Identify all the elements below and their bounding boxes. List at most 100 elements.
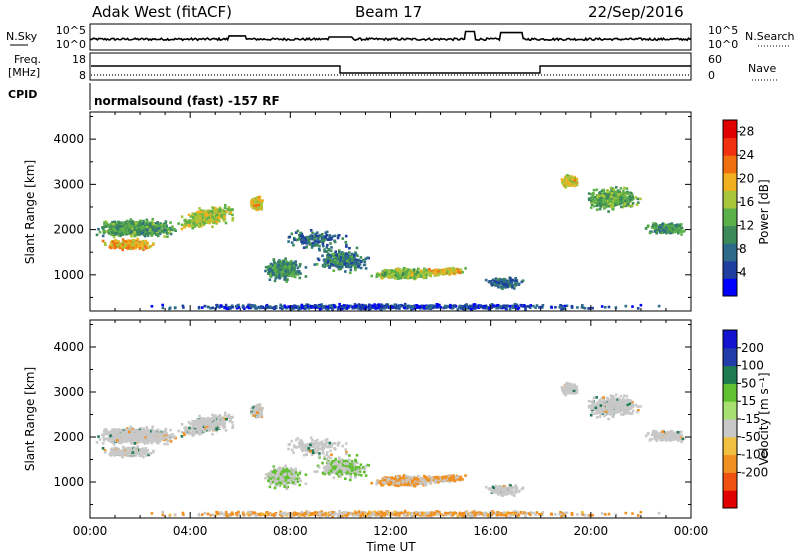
power-cell [343, 262, 346, 266]
power-cell [517, 306, 521, 310]
power-cell [344, 259, 347, 263]
power-cell [568, 179, 572, 182]
power-cell [611, 207, 614, 211]
power-cell [350, 261, 353, 265]
power-cell [355, 246, 359, 250]
power-cell [104, 225, 107, 229]
power-colorbar-segment [723, 190, 737, 209]
power-cell [247, 306, 251, 310]
power-cell [126, 245, 129, 248]
power-cell [611, 195, 615, 199]
power-cell [187, 221, 191, 225]
power-cell [292, 243, 295, 247]
power-cell [333, 305, 337, 309]
power-cell [420, 274, 423, 278]
power-cell [121, 248, 125, 252]
power-cell [123, 240, 127, 244]
power-cell [255, 199, 259, 203]
power-cell [183, 219, 186, 222]
power-cell [279, 274, 283, 277]
power-cell [580, 306, 584, 309]
power-cell [665, 226, 669, 229]
power-cell [511, 284, 514, 288]
power-cell [441, 270, 444, 274]
beam-title: Beam 17 [355, 3, 422, 21]
power-cell [361, 303, 364, 307]
power-cell [612, 194, 616, 197]
power-cell [339, 258, 343, 261]
power-cell [639, 197, 642, 201]
power-cell [611, 203, 615, 206]
power-cell [328, 236, 331, 240]
power-cell [612, 188, 616, 191]
power-cell [345, 257, 348, 261]
power-cell [563, 306, 567, 310]
power-cell [469, 307, 473, 311]
power-cell [192, 222, 195, 225]
power-y-tick-label: 1000 [53, 268, 84, 282]
power-cell [130, 227, 134, 230]
power-cell [438, 303, 441, 307]
power-cell [615, 195, 618, 199]
power-cell [344, 270, 347, 273]
power-cell [459, 307, 463, 310]
power-cell [118, 225, 121, 228]
power-cell [560, 178, 564, 181]
power-cell [111, 240, 115, 244]
power-cell [151, 243, 155, 246]
power-cell [435, 268, 438, 272]
power-cell [609, 205, 613, 209]
power-cell [212, 207, 215, 210]
power-cell [523, 304, 526, 307]
power-cell [212, 209, 215, 212]
power-cell [204, 211, 207, 214]
power-cell [379, 275, 383, 279]
power-cell [503, 306, 507, 310]
power-cell [443, 272, 446, 275]
power-cell [231, 208, 234, 211]
power-cell [560, 307, 563, 311]
power-cell [541, 304, 545, 307]
power-cell [161, 306, 165, 310]
power-cell [158, 230, 162, 233]
cpid-label: CPID [8, 88, 37, 101]
power-cell [618, 190, 621, 193]
power-cell [330, 259, 334, 262]
power-cell [208, 221, 211, 225]
power-cell [237, 303, 240, 307]
power-cell [130, 230, 133, 233]
power-cell [261, 199, 264, 202]
power-cell [563, 304, 567, 308]
power-cell [484, 306, 487, 310]
power-cell [101, 234, 105, 238]
power-cell [477, 304, 480, 307]
power-cell [346, 264, 350, 267]
power-cell [660, 231, 663, 235]
power-cell [624, 304, 628, 308]
power-cell [292, 306, 296, 310]
power-cell [449, 268, 453, 272]
power-cell [313, 240, 317, 243]
power-cell [517, 282, 521, 286]
power-cell [136, 237, 140, 241]
power-cell [291, 267, 295, 271]
power-cell [346, 255, 349, 258]
power-cell [101, 239, 105, 243]
power-cell [333, 234, 337, 238]
power-cell [223, 215, 226, 218]
power-cell [339, 267, 342, 271]
power-cell [664, 228, 667, 231]
power-cell [282, 261, 285, 264]
power-cell [488, 306, 491, 310]
power-cell [670, 229, 673, 233]
power-cell [260, 201, 264, 204]
power-cell [290, 268, 293, 271]
power-cell [273, 265, 277, 269]
power-cell [511, 278, 515, 282]
power-cell [200, 210, 204, 213]
power-cell [174, 306, 177, 309]
power-cell [505, 280, 508, 284]
power-cell [403, 306, 407, 310]
power-cell [198, 207, 201, 210]
